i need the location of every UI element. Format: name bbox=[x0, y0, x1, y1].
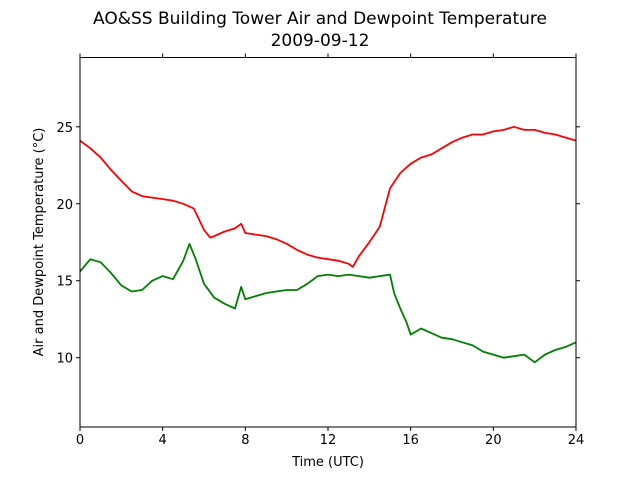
plot-area bbox=[79, 125, 577, 364]
y-tick-label: 25 bbox=[56, 121, 73, 136]
x-tick-label: 8 bbox=[241, 433, 249, 448]
x-tick-label: 24 bbox=[568, 433, 585, 448]
x-tick-label: 16 bbox=[402, 433, 419, 448]
x-tick-label: 0 bbox=[76, 433, 84, 448]
x-tick-label: 12 bbox=[320, 433, 337, 448]
chart-subtitle: 2009-09-12 bbox=[271, 31, 370, 51]
y-tick-label: 20 bbox=[56, 198, 73, 213]
plot-frame bbox=[79, 57, 577, 428]
x-tick-label: 4 bbox=[159, 433, 167, 448]
series-line-2 bbox=[79, 242, 577, 364]
y-axis-label: Air and Dewpoint Temperature (°C) bbox=[32, 128, 47, 357]
x-tick-label: 20 bbox=[485, 433, 502, 448]
x-axis-label: Time (UTC) bbox=[291, 455, 364, 470]
series-line-1 bbox=[79, 125, 577, 268]
y-tick-label: 10 bbox=[56, 352, 73, 367]
y-tick-label: 15 bbox=[56, 275, 73, 290]
axis-ticks: 0 4 8 12 16 20 24 10 15 20 25 bbox=[56, 53, 585, 448]
chart-title: AO&SS Building Tower Air and Dewpoint Te… bbox=[93, 9, 547, 29]
